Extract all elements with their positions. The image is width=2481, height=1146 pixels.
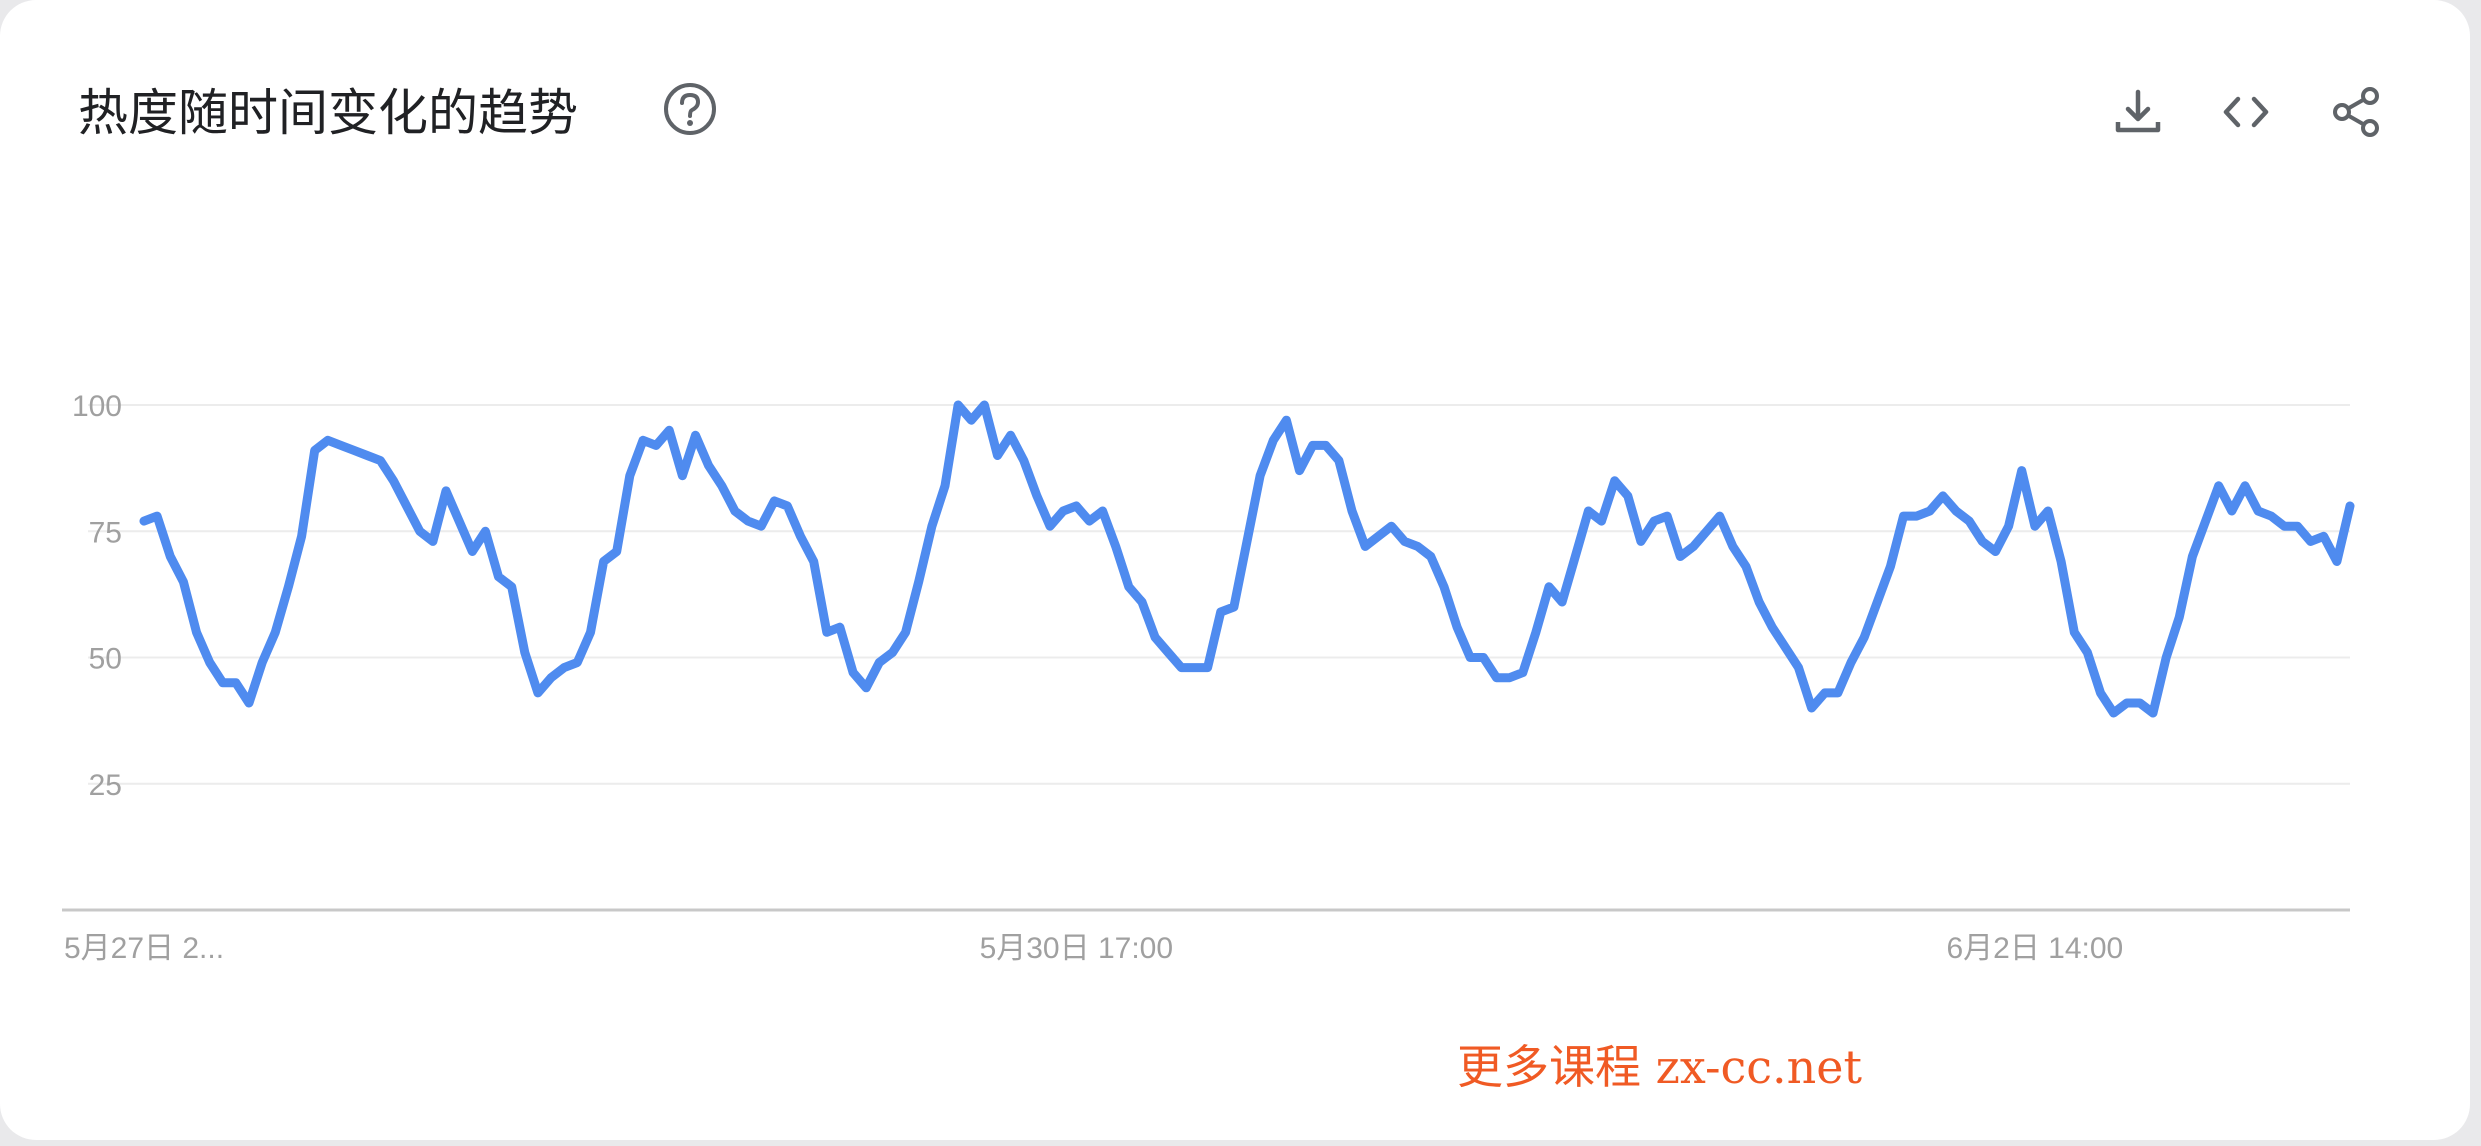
y-tick-label: 100 bbox=[72, 390, 122, 423]
embed-button[interactable] bbox=[2218, 84, 2274, 140]
code-icon bbox=[2223, 96, 2269, 128]
y-tick-label: 25 bbox=[89, 769, 122, 802]
y-tick-label: 50 bbox=[89, 643, 122, 676]
series-line bbox=[139, 400, 2355, 718]
download-icon bbox=[2115, 89, 2161, 133]
x-tick-label: 5月30日 17:00 bbox=[980, 932, 1173, 965]
x-tick-label: 5月27日 2... bbox=[64, 932, 224, 965]
share-icon bbox=[2333, 87, 2379, 137]
x-tick-label: 6月2日 14:00 bbox=[1946, 932, 2123, 965]
chart-title: 热度随时间变化的趋势 bbox=[78, 84, 578, 142]
help-circle-icon[interactable] bbox=[662, 81, 718, 137]
share-button[interactable] bbox=[2328, 84, 2384, 140]
y-tick-label: 75 bbox=[89, 516, 122, 549]
watermark-text: 更多课程 zx-cc.net bbox=[1457, 1040, 1863, 1094]
download-button[interactable] bbox=[2110, 84, 2166, 140]
